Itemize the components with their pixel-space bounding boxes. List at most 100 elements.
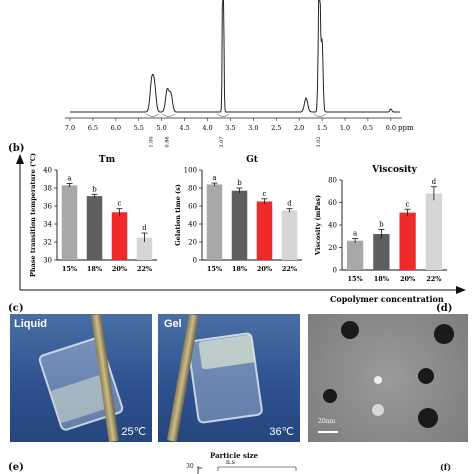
y-tick-label: 80 — [328, 177, 337, 185]
significance-letter: c — [406, 200, 410, 208]
integral-label: 3.07 — [219, 136, 225, 147]
bar — [61, 185, 78, 260]
category-label: 20% — [112, 265, 128, 273]
copolymer-concentration-label: Copolymer concentration — [330, 294, 444, 304]
category-label: 15% — [62, 265, 78, 273]
nmr-tick-label: 3.5 — [225, 124, 235, 132]
significance-letter: d — [142, 224, 147, 232]
panel-b-label: (b) — [8, 143, 25, 154]
arrow-right-icon — [456, 286, 466, 294]
temp-low-label: 25℃ — [121, 426, 146, 438]
category-label: 15% — [348, 275, 364, 283]
bar — [136, 237, 153, 260]
tem-particles — [318, 321, 454, 433]
nmr-tick-label: 1.0 — [340, 124, 350, 132]
significance-letter: d — [432, 178, 437, 186]
ns-annotation: n.s — [226, 459, 235, 466]
significance-letter: b — [379, 221, 384, 229]
nmr-spectrum: 7.0 6.5 6.0 5.5 5.0 4.5 4.0 3.5 3.0 2.5 2.0 1.5 1.0 0… — [65, 0, 414, 148]
bar — [399, 212, 416, 270]
y-tick-label: 20 — [188, 239, 197, 247]
significance-letter: a — [353, 230, 357, 238]
nmr-tick-label: 4.0 — [202, 124, 212, 132]
tm-chart: 30 32 34 36 38 40 Tm Phase transition temperatu… — [29, 153, 157, 277]
panel-d-label: (d) — [436, 303, 453, 314]
significance-letter: b — [237, 179, 242, 187]
y-tick-label: 38 — [43, 185, 52, 193]
significance-letter: d — [287, 200, 292, 208]
significance-letter: b — [92, 185, 97, 193]
bar — [111, 212, 128, 260]
nmr-integrals: 1.00 0.86 3.07 3.02 — [146, 113, 326, 148]
significance-letter: a — [212, 174, 216, 182]
y-tick-label: 80 — [188, 185, 197, 193]
bar — [231, 190, 248, 260]
nmr-tick-label: 6.0 — [111, 124, 121, 132]
arrow-up-icon — [16, 154, 24, 164]
gel-vial-photo: Gel 36℃ — [158, 314, 300, 442]
category-label: 20% — [257, 265, 273, 273]
y-tick-label: 60 — [328, 199, 337, 207]
chart-title: Viscosity — [371, 165, 417, 175]
significance-letter: c — [263, 190, 267, 198]
bar — [346, 240, 364, 270]
y-tick-label: 0 — [193, 257, 197, 265]
panel-e-label: (e) — [8, 462, 24, 473]
bar — [281, 210, 298, 260]
y-tick-label: 30 — [43, 257, 52, 265]
category-label: 22% — [137, 265, 153, 273]
nmr-trace — [70, 0, 400, 113]
nmr-x-axis: 7.0 6.5 6.0 5.5 5.0 4.5 4.0 3.5 3.0 2.5 2.0 1.5 1.0 0… — [65, 117, 402, 132]
category-label: 22% — [426, 275, 442, 283]
nmr-tick-label: 1.5 — [317, 124, 327, 132]
bar — [373, 234, 390, 270]
nmr-x-label: ppm — [398, 124, 414, 132]
bar — [425, 193, 443, 270]
category-label: 15% — [207, 265, 223, 273]
particle-size-frame — [197, 466, 297, 474]
particle-size-ytick: 30 — [186, 463, 194, 470]
y-tick-label: 60 — [188, 203, 197, 211]
nmr-tick-label: 6.5 — [88, 124, 98, 132]
y-tick-label: 34 — [43, 221, 52, 229]
category-label: 18% — [374, 275, 390, 283]
viscosity-chart: 0 20 40 60 80 Viscosity Viscosity (mPas) a 15% b 1… — [314, 165, 447, 283]
y-axis-label: Phase transition temperature (℃) — [29, 153, 37, 277]
y-tick-label: 40 — [188, 221, 197, 229]
y-tick-label: 40 — [328, 222, 337, 230]
y-tick-label: 20 — [328, 244, 337, 252]
gt-chart: 0 20 40 60 80 100 Gt Gelation time (s) a 15% b 18% c… — [174, 155, 302, 273]
bar — [86, 196, 103, 260]
integral-label: 1.00 — [149, 136, 155, 147]
nmr-tick-label: 2.5 — [271, 124, 281, 132]
nmr-tick-label: 4.5 — [179, 124, 189, 132]
nmr-tick-label: 5.5 — [134, 124, 144, 132]
particle-size-title: Particle size — [210, 451, 259, 460]
y-tick-label: 0 — [333, 267, 337, 275]
panel-f-label: (f) — [440, 462, 452, 472]
liquid-vial-photo: Liquid 25℃ — [10, 314, 152, 442]
significance-letter: c — [118, 200, 122, 208]
tem-image: 20nm — [308, 314, 468, 442]
integral-curve — [313, 113, 326, 117]
category-label: 18% — [87, 265, 103, 273]
chart-title: Tm — [99, 155, 116, 165]
integral-label: 3.02 — [316, 136, 322, 147]
nmr-tick-label: 5.0 — [156, 124, 166, 132]
y-tick-label: 40 — [43, 167, 52, 175]
temp-high-label: 36℃ — [269, 426, 294, 438]
integral-curve — [162, 113, 175, 117]
panel-c-label: (c) — [8, 303, 24, 314]
integral-curve — [216, 113, 230, 117]
chart-title: Gt — [246, 155, 259, 165]
y-axis-label: Viscosity (mPas) — [314, 195, 322, 256]
y-tick-label: 32 — [43, 239, 52, 247]
nmr-tick-label: 7.0 — [65, 124, 75, 132]
y-axis-label: Gelation time (s) — [174, 184, 182, 246]
y-tick-label: 36 — [43, 203, 52, 211]
nmr-tick-label: 2.0 — [294, 124, 304, 132]
bar — [256, 201, 273, 260]
nmr-tick-label: 0.0 — [386, 124, 396, 132]
gel-label: Gel — [164, 318, 182, 330]
integral-label: 0.86 — [165, 136, 171, 147]
